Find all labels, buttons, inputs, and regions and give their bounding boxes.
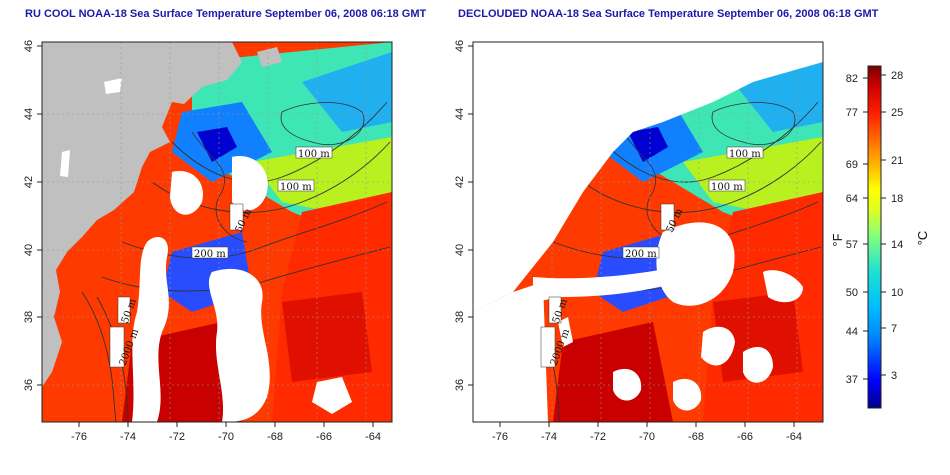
panel-title-raw: RU COOL NOAA-18 Sea Surface Temperature … xyxy=(25,8,427,20)
contour-label: 100 m xyxy=(280,182,312,193)
axis-left-panel: -76 -74 -72 -70 -68 -66 -64 36 38 40 42 … xyxy=(23,40,381,443)
fahrenheit-tick: 69 xyxy=(846,159,858,171)
fahrenheit-unit-label: °F xyxy=(830,233,845,246)
celsius-tick: 10 xyxy=(891,287,903,299)
fahrenheit-tick: 57 xyxy=(846,239,858,251)
celsius-tick: 3 xyxy=(891,370,897,382)
panel-title-declouded: DECLOUDED NOAA-18 Sea Surface Temperatur… xyxy=(458,8,879,20)
map-frame-raw xyxy=(41,41,393,423)
contour-label: 200 m xyxy=(194,249,226,260)
lon-tick-label: -76 xyxy=(492,431,508,443)
celsius-tick: 14 xyxy=(891,239,903,251)
colorbar: 82 77 69 64 57 50 44 37 28 25 21 18 14 1… xyxy=(830,65,930,409)
contour-labels-declouded xyxy=(540,146,764,368)
lat-tick-label: 38 xyxy=(23,311,35,323)
lon-tick-label: -74 xyxy=(120,431,136,443)
fahrenheit-tick: 82 xyxy=(846,73,858,85)
cloud-patches xyxy=(132,156,352,422)
fahrenheit-tick: 37 xyxy=(846,374,858,386)
lat-tick-label: 36 xyxy=(23,379,35,391)
lon-tick-label: -72 xyxy=(590,431,606,443)
lon-tick-label: -68 xyxy=(688,431,704,443)
lon-tick-label: -70 xyxy=(218,431,234,443)
contour-label: 100 m xyxy=(298,149,330,160)
lat-tick-label: 40 xyxy=(454,244,466,256)
lat-tick-label: 44 xyxy=(23,108,35,120)
lon-tick-label: -72 xyxy=(169,431,185,443)
lat-tick-label: 44 xyxy=(454,108,466,120)
celsius-tick: 25 xyxy=(891,107,903,119)
masked-regions xyxy=(473,42,823,422)
lon-tick-label: -64 xyxy=(786,431,802,443)
celsius-tick: 28 xyxy=(891,70,903,82)
lat-tick-label: 46 xyxy=(23,40,35,52)
sst-map-raw xyxy=(42,42,392,422)
lon-tick-label: -66 xyxy=(316,431,332,443)
contour-labels-raw xyxy=(109,146,333,368)
lon-tick-label: -76 xyxy=(71,431,87,443)
lat-tick-label: 40 xyxy=(23,244,35,256)
lat-tick-label: 46 xyxy=(454,40,466,52)
fahrenheit-tick: 77 xyxy=(846,107,858,119)
celsius-tick: 18 xyxy=(891,193,903,205)
lon-tick-label: -66 xyxy=(737,431,753,443)
fahrenheit-tick: 50 xyxy=(846,287,858,299)
lon-tick-label: -68 xyxy=(267,431,283,443)
lat-tick-label: 38 xyxy=(454,311,466,323)
lat-tick-label: 36 xyxy=(454,379,466,391)
lon-tick-label: -74 xyxy=(541,431,557,443)
contour-label: 200 m xyxy=(625,249,657,260)
fahrenheit-tick: 44 xyxy=(846,326,858,338)
sst-map-declouded xyxy=(473,42,823,422)
map-frame-declouded xyxy=(472,41,824,423)
celsius-tick: 21 xyxy=(891,155,903,167)
lat-tick-label: 42 xyxy=(454,176,466,188)
contour-label: 100 m xyxy=(711,182,743,193)
lon-tick-label: -64 xyxy=(365,431,381,443)
fahrenheit-tick: 64 xyxy=(846,193,858,205)
lon-tick-label: -70 xyxy=(639,431,655,443)
contour-label: 100 m xyxy=(729,149,761,160)
celsius-unit-label: °C xyxy=(915,231,930,246)
celsius-tick: 7 xyxy=(891,323,897,335)
axis-right-panel: -76 -74 -72 -70 -68 -66 -64 36 38 40 42 … xyxy=(454,40,802,443)
colorbar-gradient xyxy=(867,65,882,409)
lat-tick-label: 42 xyxy=(23,176,35,188)
